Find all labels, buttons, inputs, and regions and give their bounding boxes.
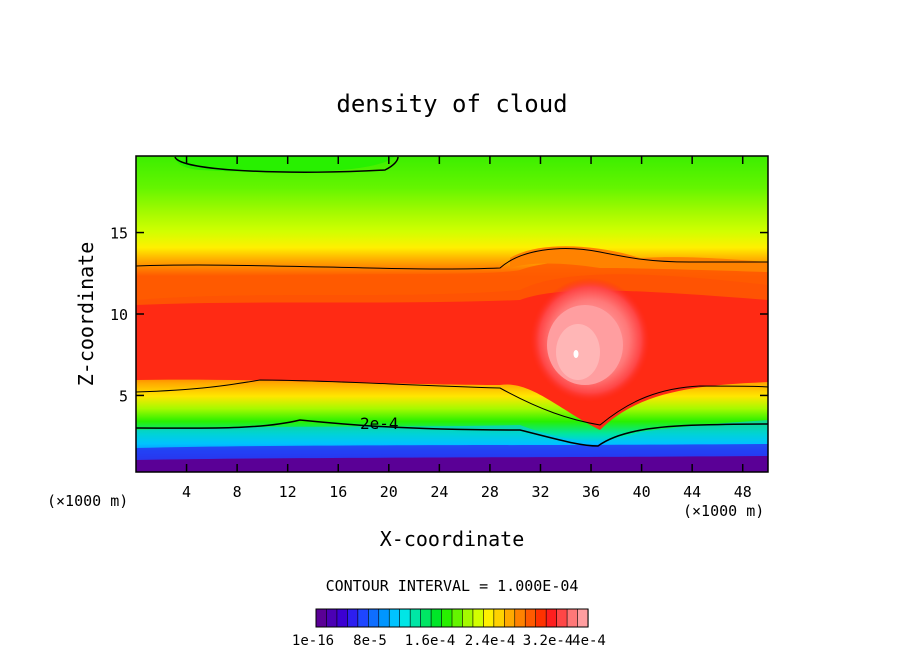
x-tick-label: 48 <box>734 483 752 501</box>
x-axis: 4 8 12 16 20 24 28 32 36 40 44 48 <box>182 156 752 501</box>
x-tick-label: 44 <box>683 483 701 501</box>
colorbar-swatch <box>535 608 547 628</box>
x-tick-label: 32 <box>531 483 549 501</box>
chart-title: density of cloud <box>336 90 567 118</box>
colorbar <box>315 608 589 628</box>
colorbar-swatch <box>472 608 484 628</box>
x-tick-label: 8 <box>233 483 242 501</box>
x-unit-right: (×1000 m) <box>683 502 764 520</box>
x-axis-label: X-coordinate <box>380 527 525 551</box>
colorbar-swatch <box>462 608 474 628</box>
colorbar-swatch <box>545 608 558 628</box>
colorbar-swatch <box>451 608 464 628</box>
x-tick-label: 36 <box>582 483 600 501</box>
colorbar-swatch <box>556 608 568 628</box>
x-tick-label: 24 <box>430 483 448 501</box>
colorbar-frame <box>315 608 589 628</box>
colorbar-swatch <box>357 608 369 628</box>
colorbar-swatch <box>566 608 579 628</box>
colorbar-swatch <box>577 608 589 628</box>
contour-interval-label: CONTOUR INTERVAL = 1.000E-04 <box>326 577 579 595</box>
y-tick-label: 15 <box>110 225 128 243</box>
contour-label: 2e-4 <box>360 414 399 433</box>
colorbar-swatch <box>409 608 422 628</box>
colorbar-label: 1.6e-4 <box>405 633 456 649</box>
colorbar-labels: 1e-16 8e-5 1.6e-4 2.4e-4 3.2e-44e-4 <box>292 633 606 649</box>
colorbar-label: 2.4e-4 <box>465 633 516 649</box>
y-axis-label: Z-coordinate <box>74 242 98 387</box>
colorbar-swatch <box>524 608 537 628</box>
colorbar-swatch <box>514 608 526 628</box>
colorbar-swatch <box>504 608 516 628</box>
density-field <box>136 156 768 472</box>
colorbar-label: 3.2e-4 <box>523 633 574 649</box>
y-tick-label: 10 <box>110 306 128 324</box>
colorbar-label: 1e-16 <box>292 633 334 649</box>
colorbar-swatch <box>493 608 505 628</box>
y-tick-label: 5 <box>119 387 128 405</box>
colorbar-swatch <box>441 608 453 628</box>
colorbar-swatch <box>315 608 328 628</box>
colorbar-swatch <box>347 608 359 628</box>
colorbar-swatch <box>399 608 411 628</box>
colorbar-swatch <box>326 608 338 628</box>
colorbar-swatch <box>388 608 401 628</box>
x-tick-label: 20 <box>380 483 398 501</box>
y-axis: 5 10 15 <box>110 225 768 405</box>
colorbar-swatch <box>483 608 495 628</box>
colorbar-label: 4e-4 <box>572 633 606 649</box>
x-tick-label: 40 <box>633 483 651 501</box>
colorbar-label: 8e-5 <box>353 633 387 649</box>
x-tick-label: 28 <box>481 483 499 501</box>
x-tick-label: 4 <box>182 483 191 501</box>
colorbar-swatch <box>368 608 380 628</box>
x-tick-label: 16 <box>329 483 347 501</box>
colorbar-swatch <box>430 608 443 628</box>
x-unit-left: (×1000 m) <box>47 492 128 510</box>
x-tick-label: 12 <box>279 483 297 501</box>
colorbar-swatch <box>378 608 390 628</box>
colorbar-swatch <box>336 608 348 628</box>
colorbar-swatch <box>420 608 432 628</box>
